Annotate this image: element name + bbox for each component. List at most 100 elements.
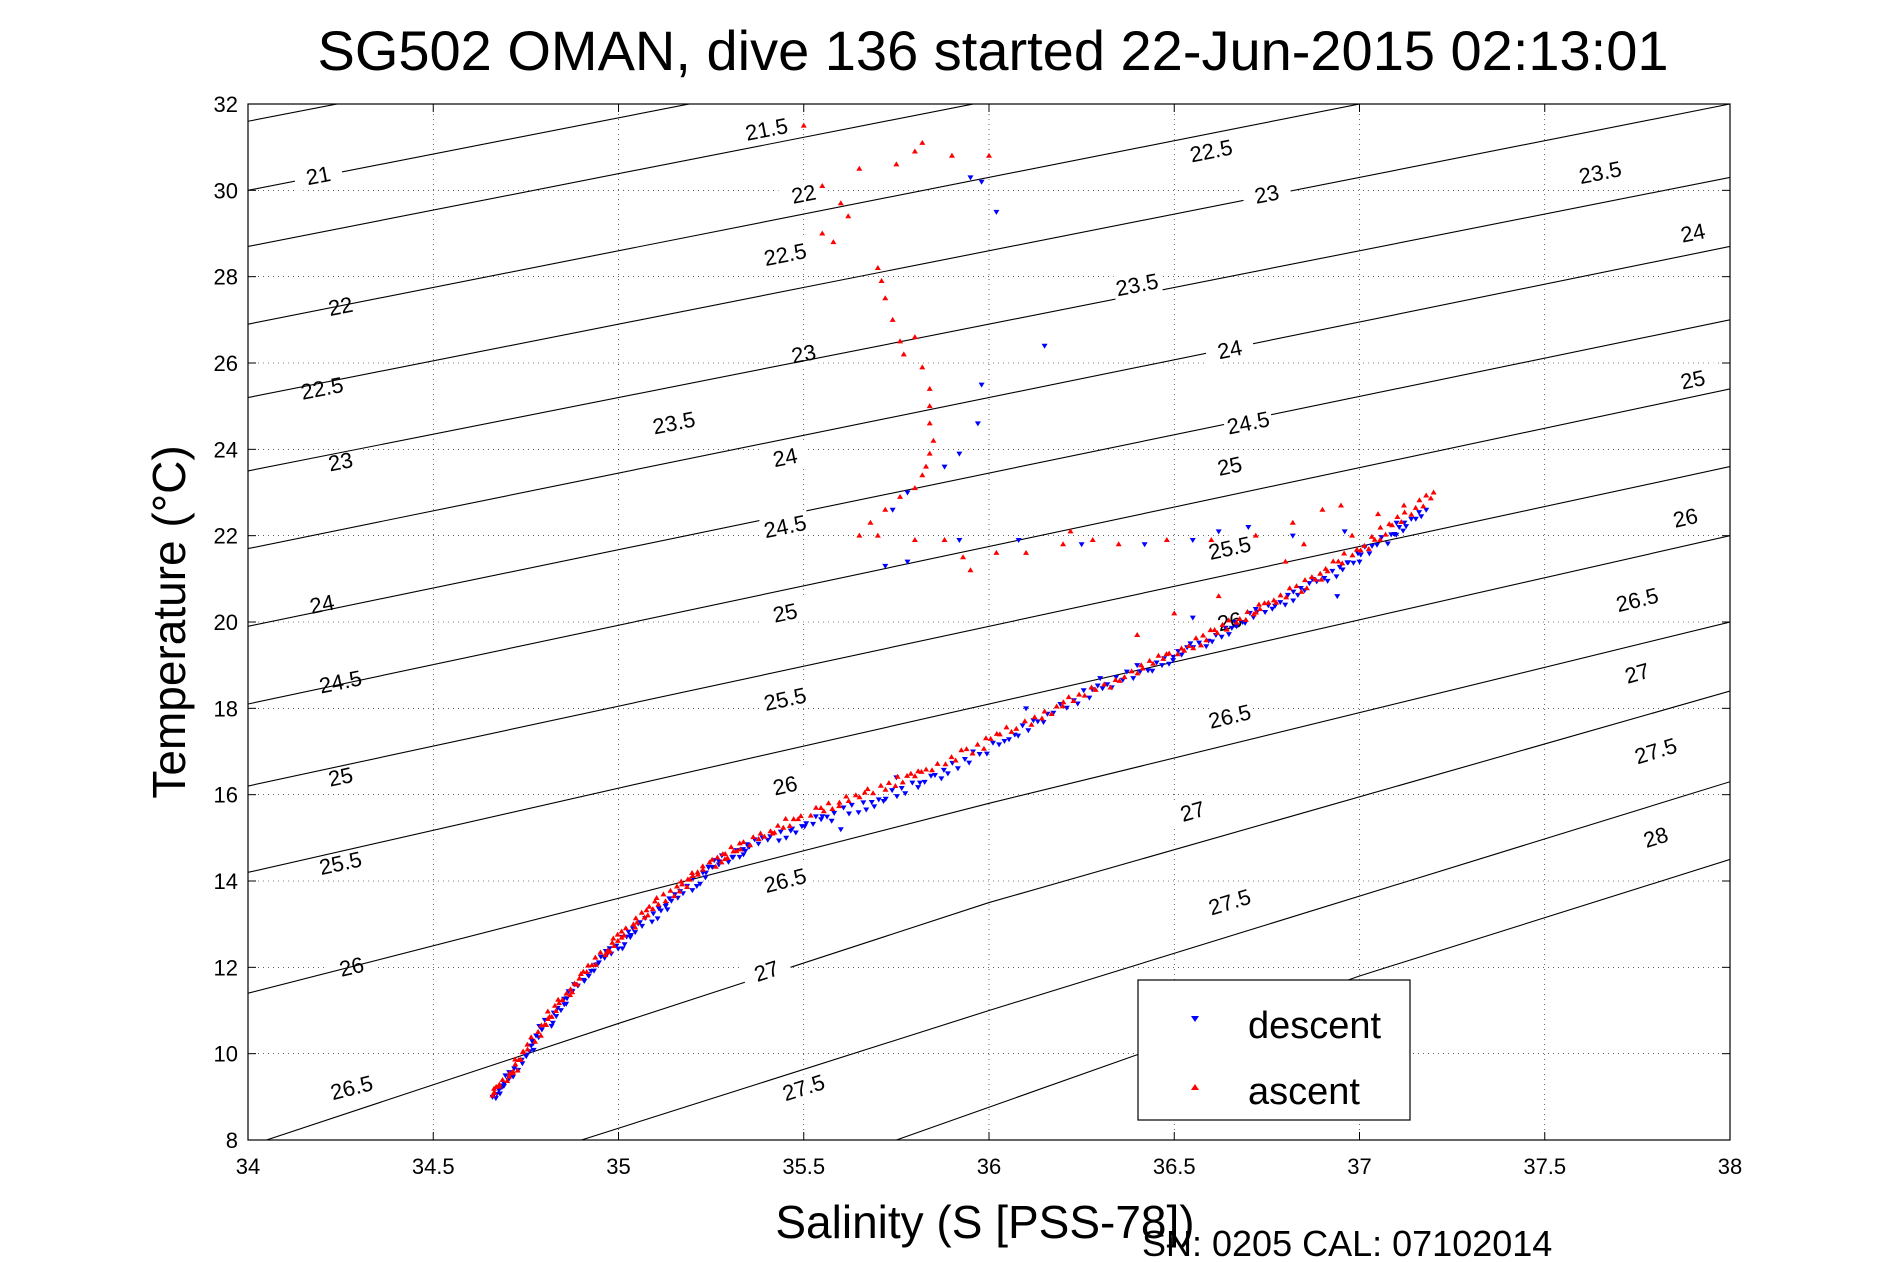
ascent-point	[1408, 511, 1415, 517]
ascent-point	[757, 830, 764, 836]
y-axis-label: Temperature (°C)	[143, 445, 195, 798]
ascent-point	[618, 928, 625, 934]
ascent-point	[1121, 674, 1128, 680]
ascent-point	[974, 741, 981, 747]
descent-point	[510, 1074, 517, 1080]
descent-point	[956, 451, 963, 457]
ascent-point	[531, 1038, 538, 1044]
ascent-point	[1244, 608, 1251, 614]
descent-point	[548, 1023, 555, 1029]
descent-point	[837, 827, 844, 833]
ascent-point	[829, 805, 836, 811]
ascent-point	[755, 835, 762, 841]
data-points	[489, 122, 1437, 1102]
ascent-point	[867, 519, 874, 525]
ascent-point	[969, 750, 976, 756]
descent-point	[1225, 632, 1232, 638]
descent-point	[662, 904, 669, 910]
descent-point	[601, 955, 608, 961]
descent-point	[810, 821, 817, 827]
ascent-point	[1023, 549, 1030, 555]
contour-label: 27.5	[1206, 884, 1254, 921]
descent-point	[663, 902, 670, 908]
ascent-point	[1303, 585, 1310, 591]
ascent-point	[667, 887, 674, 893]
ascent-point	[699, 866, 706, 872]
descent-point	[621, 942, 628, 948]
x-tick-label: 37	[1347, 1154, 1371, 1179]
descent-point	[1339, 567, 1346, 573]
ascent-point	[733, 848, 740, 854]
descent-point	[767, 834, 774, 840]
ascent-point	[1357, 547, 1364, 553]
descent-point	[904, 490, 911, 496]
ascent-point	[750, 834, 757, 840]
contour-label-bg	[740, 112, 793, 146]
ascent-point	[1028, 721, 1035, 727]
ascent-point	[1076, 691, 1083, 697]
ascent-point	[919, 472, 926, 478]
descent-point	[1063, 705, 1070, 711]
ascent-point	[622, 925, 629, 931]
descent-point	[1178, 652, 1185, 658]
ascent-point	[1277, 592, 1284, 598]
ascent-point	[1081, 692, 1088, 698]
contour-label: 23.5	[651, 407, 698, 440]
descent-point	[831, 810, 838, 816]
descent-point	[639, 923, 646, 929]
ascent-point	[1115, 541, 1122, 547]
legend-box	[1137, 979, 1411, 1121]
ascent-point	[574, 981, 581, 987]
ascent-point	[996, 731, 1003, 737]
descent-point	[1350, 560, 1357, 566]
descent-point	[1282, 602, 1289, 608]
descent-point	[871, 804, 878, 810]
ascent-point	[694, 869, 701, 875]
ascent-point	[722, 851, 729, 857]
ascent-point	[1377, 536, 1384, 542]
ascent-point	[852, 792, 859, 798]
descent-point	[775, 838, 782, 844]
ascent-point	[1252, 532, 1259, 538]
descent-point	[1189, 537, 1196, 543]
descent-point	[976, 751, 983, 757]
descent-point	[1080, 688, 1087, 694]
ascent-point	[897, 338, 904, 344]
descent-point	[1345, 560, 1352, 566]
ascent-point	[678, 878, 685, 884]
descent-point	[1166, 661, 1173, 667]
descent-point	[1306, 581, 1313, 587]
descent-point	[650, 911, 657, 917]
descent-point	[1094, 683, 1101, 689]
descent-point	[1141, 542, 1148, 548]
contour-label: 24.5	[762, 510, 809, 543]
y-tick-label: 28	[214, 265, 238, 290]
descent-point	[974, 421, 981, 427]
contour-label-bg	[1166, 792, 1219, 830]
isopycnal-line	[896, 858, 1730, 1140]
contour-label: 25	[1215, 451, 1244, 481]
descent-point	[585, 973, 592, 979]
descent-point	[966, 760, 973, 766]
contour-label-bg	[759, 440, 811, 474]
descent-point	[511, 1066, 518, 1072]
descent-point	[941, 464, 948, 470]
descent-point	[1412, 516, 1419, 522]
descent-point	[1250, 615, 1257, 621]
contour-label-bg	[292, 158, 345, 192]
ascent-point	[514, 1067, 521, 1073]
legend: descent ascent	[1137, 979, 1411, 1121]
ascent-point	[563, 990, 570, 996]
ascent-point	[1255, 601, 1262, 607]
x-tick-label: 38	[1718, 1154, 1742, 1179]
descent-point	[875, 797, 882, 803]
descent-point	[1086, 695, 1093, 701]
descent-point	[668, 898, 675, 904]
descent-point	[1215, 529, 1222, 535]
descent-point	[983, 751, 990, 757]
descent-point	[1242, 620, 1249, 626]
descent-point	[1284, 592, 1291, 598]
contour-label-bg	[1240, 177, 1293, 211]
ascent-point	[1330, 558, 1337, 564]
descent-point	[1355, 551, 1362, 557]
